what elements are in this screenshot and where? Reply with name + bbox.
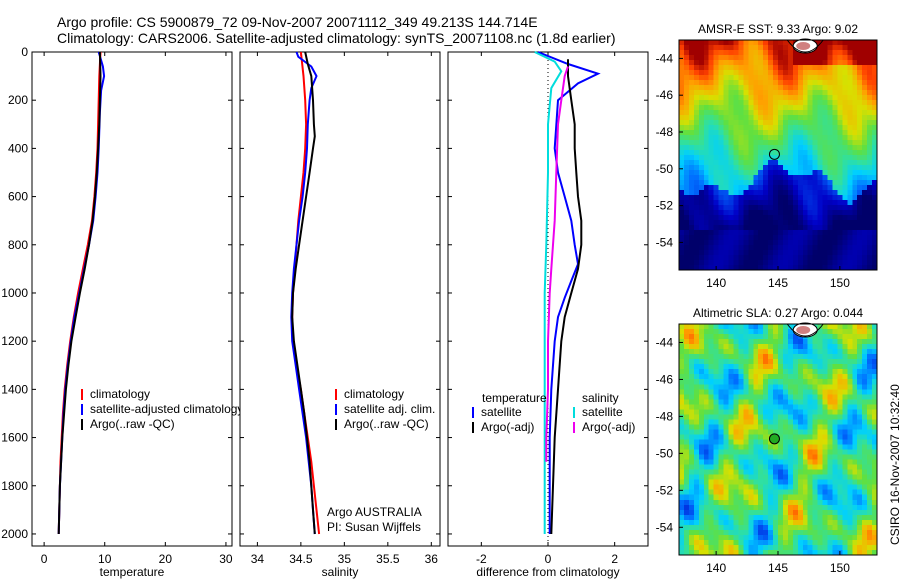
altimetric-sla-xtick-label: 145 — [768, 561, 788, 575]
amsre-sst-field — [679, 40, 878, 271]
altimetric-sla-field — [679, 324, 878, 556]
altimetric-sla-ytick-label: -50 — [656, 446, 674, 460]
difference-legend-label: satellite — [582, 405, 623, 419]
temperature-legend-label: Argo(..raw -QC) — [90, 417, 175, 431]
amsre-sst-map: 140 145 150 -44 -46 -48 -50 -52 -54 AMSR-E SST: 9… — [656, 22, 878, 290]
difference-xlabel: difference from climatology — [476, 565, 619, 579]
salinity-xtick-label: 35 — [338, 552, 352, 566]
salinity-series-argo-raw-qc- — [291, 51, 316, 535]
temperature-xtick-label: 10 — [98, 552, 112, 566]
altimetric-sla-xtick-label: 140 — [706, 561, 726, 575]
difference-xtick-label: 0 — [545, 552, 552, 566]
salinity-xtick-label: 34.5 — [289, 552, 313, 566]
depth-tick-label: 2000 — [1, 527, 28, 541]
amsre-sst-ytick-label: -54 — [656, 235, 674, 249]
altimetric-sla-argo-marker — [768, 433, 780, 445]
altimetric-sla-ytick-label: -44 — [656, 335, 674, 349]
depth-tick-label: 1800 — [1, 479, 28, 493]
temperature-xtick-label: 20 — [159, 552, 173, 566]
amsre-sst-title: AMSR-E SST: 9.33 Argo: 9.02 — [698, 22, 858, 36]
altimetric-sla-title: Altimetric SLA: 0.27 Argo: 0.044 — [693, 306, 863, 320]
temperature-xlabel: temperature — [100, 565, 165, 579]
depth-tick-label: 0 — [21, 45, 28, 59]
salinity-annotation: Argo AUSTRALIA — [327, 505, 422, 519]
amsre-sst-ytick-label: -50 — [656, 162, 674, 176]
altimetric-sla-land — [796, 326, 811, 334]
salinity-legend-label: Argo(..raw -QC) — [344, 417, 429, 431]
amsre-sst-ytick-label: -48 — [656, 125, 674, 139]
difference-legend-label: Argo(-adj) — [582, 420, 635, 434]
altimetric-sla-map: 140 145 150 -44 -46 -48 -50 -52 -54 Altimetric SL… — [656, 306, 878, 575]
temperature-legend-label: climatology — [90, 387, 150, 401]
depth-tick-label: 200 — [8, 93, 28, 107]
amsre-sst-xtick-label: 140 — [706, 276, 726, 290]
temperature-axes-frame — [31, 51, 233, 547]
amsre-sst-argo-marker — [768, 148, 780, 160]
salinity-annotation: PI: Susan Wijffels — [327, 520, 421, 534]
difference-xtick-label: 2 — [611, 552, 618, 566]
temperature-xtick-label: 30 — [219, 552, 233, 566]
depth-tick-label: 1200 — [1, 334, 28, 348]
amsre-sst-land — [796, 42, 811, 50]
amsre-sst-xtick-label: 145 — [768, 276, 788, 290]
difference-series-salinity-argo-adj- — [545, 66, 569, 462]
altimetric-sla-ytick-label: -54 — [656, 520, 674, 534]
temperature-series-argo-raw-qc- — [57, 51, 102, 535]
difference-legend-label: satellite — [481, 405, 522, 419]
salinity-xtick-label: 35.5 — [376, 552, 400, 566]
salinity-panel: 34 34.5 35 35.5 36 salinity climatologysatelli… — [239, 51, 441, 579]
depth-tick-label: 600 — [8, 190, 28, 204]
salinity-legend-label: climatology — [344, 387, 404, 401]
altimetric-sla-xtick-label: 150 — [830, 561, 850, 575]
altimetric-sla-ytick-label: -52 — [656, 483, 674, 497]
figure-title-line1: Argo profile: CS 5900879_72 09-Nov-2007 … — [57, 14, 538, 30]
amsre-sst-xtick-label: 150 — [830, 276, 850, 290]
amsre-sst-ytick-label: -52 — [656, 199, 674, 213]
temperature-xtick-label: 0 — [41, 552, 48, 566]
difference-legend-title: temperature — [482, 391, 547, 405]
salinity-xlabel: salinity — [322, 565, 359, 579]
salinity-axes-frame — [239, 51, 441, 547]
altimetric-sla-ytick-label: -48 — [656, 409, 674, 423]
altimetric-sla-ytick-label: -46 — [656, 372, 674, 386]
salinity-xtick-label: 36 — [425, 552, 439, 566]
temperature-panel: 0 200 400 600 800 1000 1200 1400 1600 1800 2000 0 10… — [1, 45, 243, 579]
amsre-sst-ytick-label: -46 — [656, 88, 674, 102]
amsre-sst-ytick-label: -44 — [656, 51, 674, 65]
timestamp-stamp: CSIRO 16-Nov-2007 10:32:40 — [888, 384, 900, 545]
depth-tick-label: 1600 — [1, 431, 28, 445]
temperature-legend-label: satellite-adjusted climatology — [90, 402, 243, 416]
salinity-legend-label: satellite adj. clim. — [344, 402, 435, 416]
figure-title-line2: Climatology: CARS2006. Satellite-adjuste… — [57, 30, 616, 46]
depth-tick-label: 1400 — [1, 382, 28, 396]
depth-tick-label: 1000 — [1, 286, 28, 300]
difference-xtick-label: -2 — [476, 552, 487, 566]
difference-series-temperature-satellite — [537, 51, 601, 534]
depth-tick-label: 400 — [8, 141, 28, 155]
difference-legend-title: salinity — [582, 391, 619, 405]
depth-tick-label: 800 — [8, 238, 28, 252]
amsre-sst-coast-contour — [786, 39, 824, 53]
difference-series-salinity-satellite — [534, 51, 563, 534]
altimetric-sla-coast-contour — [786, 323, 824, 337]
difference-legend-label: Argo(-adj) — [481, 420, 534, 434]
difference-series-temperature-argo-adj- — [550, 59, 583, 535]
salinity-xtick-label: 34 — [251, 552, 265, 566]
